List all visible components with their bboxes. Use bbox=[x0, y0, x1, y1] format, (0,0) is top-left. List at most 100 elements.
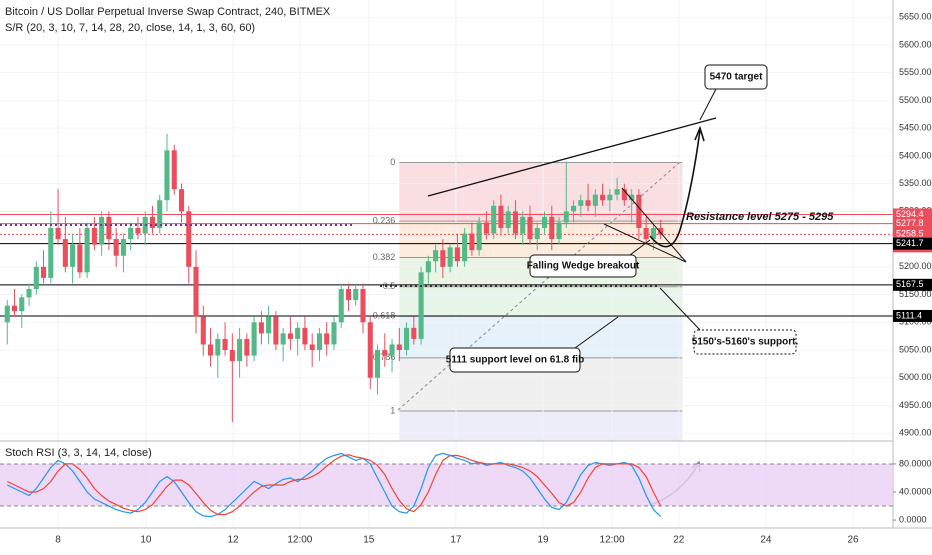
candle-body bbox=[367, 322, 373, 378]
candle-body bbox=[113, 239, 119, 256]
indicator-title: S/R (20, 3, 10, 7, 14, 28, 20, close, 14… bbox=[5, 22, 255, 34]
candle-body bbox=[491, 205, 497, 234]
candle-body bbox=[360, 289, 366, 323]
price-badge-label: 5258.5 bbox=[896, 229, 924, 239]
candle-body bbox=[338, 289, 344, 323]
stoch-tick-label: 0.0000 bbox=[899, 514, 927, 524]
candle-body bbox=[520, 216, 526, 234]
y-tick-label: 5000.00 bbox=[899, 372, 932, 382]
candle-body bbox=[222, 338, 228, 351]
candle-body bbox=[389, 344, 395, 356]
candle-body bbox=[585, 200, 591, 206]
candle-body bbox=[404, 327, 410, 351]
candle-body bbox=[193, 266, 199, 317]
x-tick-label: 12 bbox=[227, 535, 239, 546]
candle-body bbox=[324, 333, 330, 345]
candle-body bbox=[55, 227, 61, 240]
candle-body bbox=[636, 194, 642, 228]
y-tick-label: 5050.00 bbox=[899, 344, 932, 354]
candle-body bbox=[600, 194, 606, 201]
candle-body bbox=[135, 227, 141, 234]
annotation: Resistance level 5275 - 5295 bbox=[686, 211, 834, 223]
candle-body bbox=[382, 350, 388, 356]
stoch-line bbox=[7, 454, 662, 516]
price-badge-label: 5277.8 bbox=[896, 218, 924, 228]
y-tick-label: 4950.00 bbox=[899, 400, 932, 410]
candle-body bbox=[4, 305, 10, 323]
wedge-line bbox=[621, 187, 687, 263]
callout-pointer bbox=[629, 239, 651, 256]
candle-body bbox=[345, 289, 352, 301]
candle-body bbox=[215, 338, 221, 356]
candle-body bbox=[251, 322, 257, 356]
candle-body bbox=[316, 333, 322, 351]
candle-body bbox=[621, 189, 627, 201]
candle-body bbox=[396, 344, 402, 351]
y-tick-label: 5350.00 bbox=[899, 178, 932, 188]
x-tick-label: 12:00 bbox=[600, 535, 625, 546]
candle-body bbox=[120, 239, 126, 256]
candle-body bbox=[287, 333, 293, 339]
candle-body bbox=[70, 244, 76, 267]
price-badge bbox=[893, 237, 932, 250]
fib-label: 0 bbox=[390, 157, 395, 167]
candle-body bbox=[353, 289, 359, 301]
candle-body bbox=[200, 316, 206, 345]
x-tick-label: 12:00 bbox=[287, 535, 312, 546]
candle-body bbox=[512, 211, 519, 234]
candle-body bbox=[614, 189, 620, 195]
x-tick-label: 15 bbox=[363, 535, 375, 546]
candle-body bbox=[99, 216, 105, 245]
x-tick-label: 10 bbox=[140, 535, 152, 546]
candle-body bbox=[41, 266, 47, 278]
price-badge-label: 5167.5 bbox=[896, 279, 924, 289]
candle-body bbox=[498, 205, 504, 228]
candle-body bbox=[258, 322, 264, 334]
x-tick-label: 22 bbox=[673, 535, 685, 546]
candle-body bbox=[454, 247, 460, 262]
price-badge-label: 5241.7 bbox=[896, 238, 924, 248]
candle-body bbox=[374, 350, 381, 378]
candle-body bbox=[128, 227, 134, 240]
candle-body bbox=[650, 227, 656, 240]
annotation: 5470 target bbox=[710, 72, 763, 83]
candle-body bbox=[607, 194, 613, 201]
fib-label: 0.382 bbox=[373, 252, 396, 262]
fib-diagonal bbox=[397, 161, 681, 411]
callout-box bbox=[704, 64, 768, 90]
candle-body bbox=[237, 338, 243, 362]
candle-body bbox=[549, 216, 555, 240]
price-badge bbox=[893, 217, 932, 230]
candle-body bbox=[229, 350, 235, 362]
candle-body bbox=[62, 239, 68, 267]
candle-body bbox=[447, 247, 453, 267]
arrow-head bbox=[694, 125, 705, 142]
candle-body bbox=[77, 244, 83, 273]
candle-body bbox=[186, 211, 192, 267]
candle-body bbox=[11, 305, 18, 312]
y-tick-label: 4900.00 bbox=[899, 428, 932, 438]
candle-body bbox=[629, 194, 635, 201]
candle-body bbox=[19, 297, 25, 312]
candle-body bbox=[309, 344, 315, 351]
x-tick-label: 8 bbox=[55, 535, 61, 546]
stoch-band bbox=[0, 463, 893, 507]
price-badge-label: 5294.4 bbox=[896, 209, 924, 219]
price-badge bbox=[893, 228, 932, 241]
y-tick-label: 5500.00 bbox=[899, 95, 932, 105]
y-tick-label: 5450.00 bbox=[899, 123, 932, 133]
candle-body bbox=[571, 205, 577, 212]
candle-body bbox=[208, 344, 214, 356]
candle-body bbox=[331, 322, 337, 345]
stoch-tick-label: 80.0000 bbox=[899, 458, 932, 468]
candle-body bbox=[534, 227, 540, 240]
callout-box bbox=[529, 254, 637, 278]
fib-zone bbox=[399, 411, 683, 441]
price-badge bbox=[893, 278, 932, 291]
x-tick-label: 24 bbox=[760, 535, 772, 546]
candle-body bbox=[578, 200, 584, 206]
callout-pointer bbox=[699, 88, 717, 121]
candle-body bbox=[48, 227, 54, 278]
candle-body bbox=[643, 227, 649, 240]
